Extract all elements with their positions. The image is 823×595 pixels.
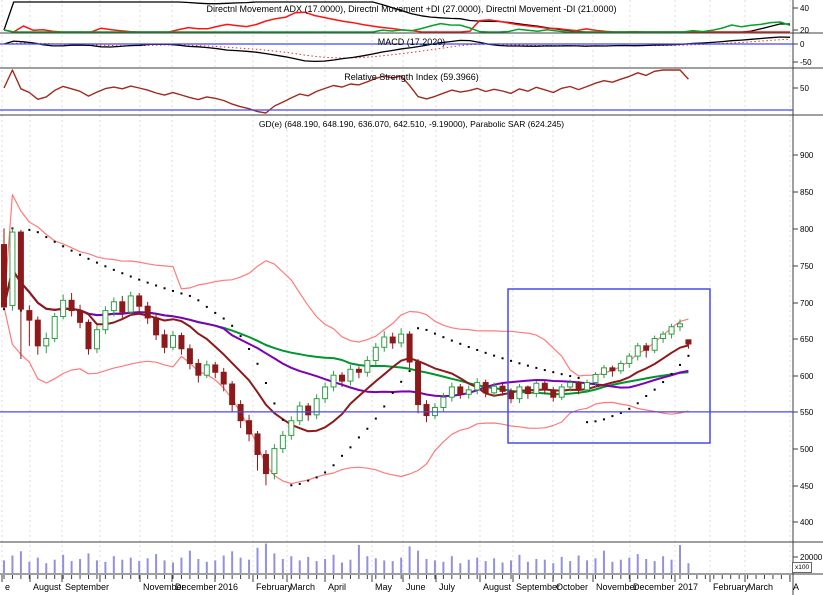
axis-label-price: 500 [800, 445, 814, 454]
axis-label-volume: 20000 [800, 553, 823, 562]
month-label: October [556, 582, 588, 592]
month-label: March [748, 582, 773, 592]
month-label: February [256, 582, 293, 592]
axis-label-price: 550 [800, 408, 814, 417]
month-label: April [328, 582, 346, 592]
axis-label-dmi: 20 [800, 26, 809, 35]
month-label: June [406, 582, 426, 592]
bollinger-bands [3, 194, 689, 485]
axis-label-price: 750 [800, 262, 814, 271]
axis-label-macd: 0 [800, 40, 805, 49]
highlight-box [507, 288, 711, 444]
parabolic-sar-dots [3, 227, 690, 487]
month-label: A [793, 582, 799, 592]
month-label: December [175, 582, 217, 592]
candlesticks [1, 228, 692, 486]
rsi-line [3, 69, 689, 114]
month-label: November [596, 582, 638, 592]
right-axis: 40 20 0 -50 50 900 850 800 750 700 650 600 550 500 450… [793, 4, 823, 562]
month-label: September [516, 582, 560, 592]
axis-label-dmi: 40 [800, 4, 809, 13]
axis-label-price: 450 [800, 482, 814, 491]
volume-multiplier-badge: x100 [792, 562, 813, 573]
axis-label-price: 650 [800, 335, 814, 344]
dmi-lines [3, 1, 791, 33]
macd-lines [3, 36, 791, 63]
month-gridlines [1, 0, 791, 574]
month-label: December [633, 582, 675, 592]
month-label: August [483, 582, 512, 592]
moving-averages [3, 268, 689, 433]
month-label: e [5, 582, 10, 592]
axis-label-price: 700 [800, 299, 814, 308]
month-label: 2017 [678, 582, 698, 592]
month-label: 2016 [218, 582, 238, 592]
month-label: May [375, 582, 393, 592]
month-label: September [65, 582, 109, 592]
axis-label-price: 800 [800, 225, 814, 234]
axis-label-price: 400 [800, 518, 814, 527]
month-label: November [143, 582, 185, 592]
month-label: March [290, 582, 315, 592]
axis-label-macd: -50 [800, 58, 812, 67]
axis-label-rsi: 50 [800, 84, 809, 93]
month-label: July [439, 582, 456, 592]
axis-label-price: 850 [800, 188, 814, 197]
month-label: August [33, 582, 62, 592]
axis-label-price: 600 [800, 372, 814, 381]
month-label: February [713, 582, 750, 592]
reference-lines [0, 43, 793, 413]
volume-bars [3, 543, 690, 573]
axis-label-price: 900 [800, 151, 814, 160]
